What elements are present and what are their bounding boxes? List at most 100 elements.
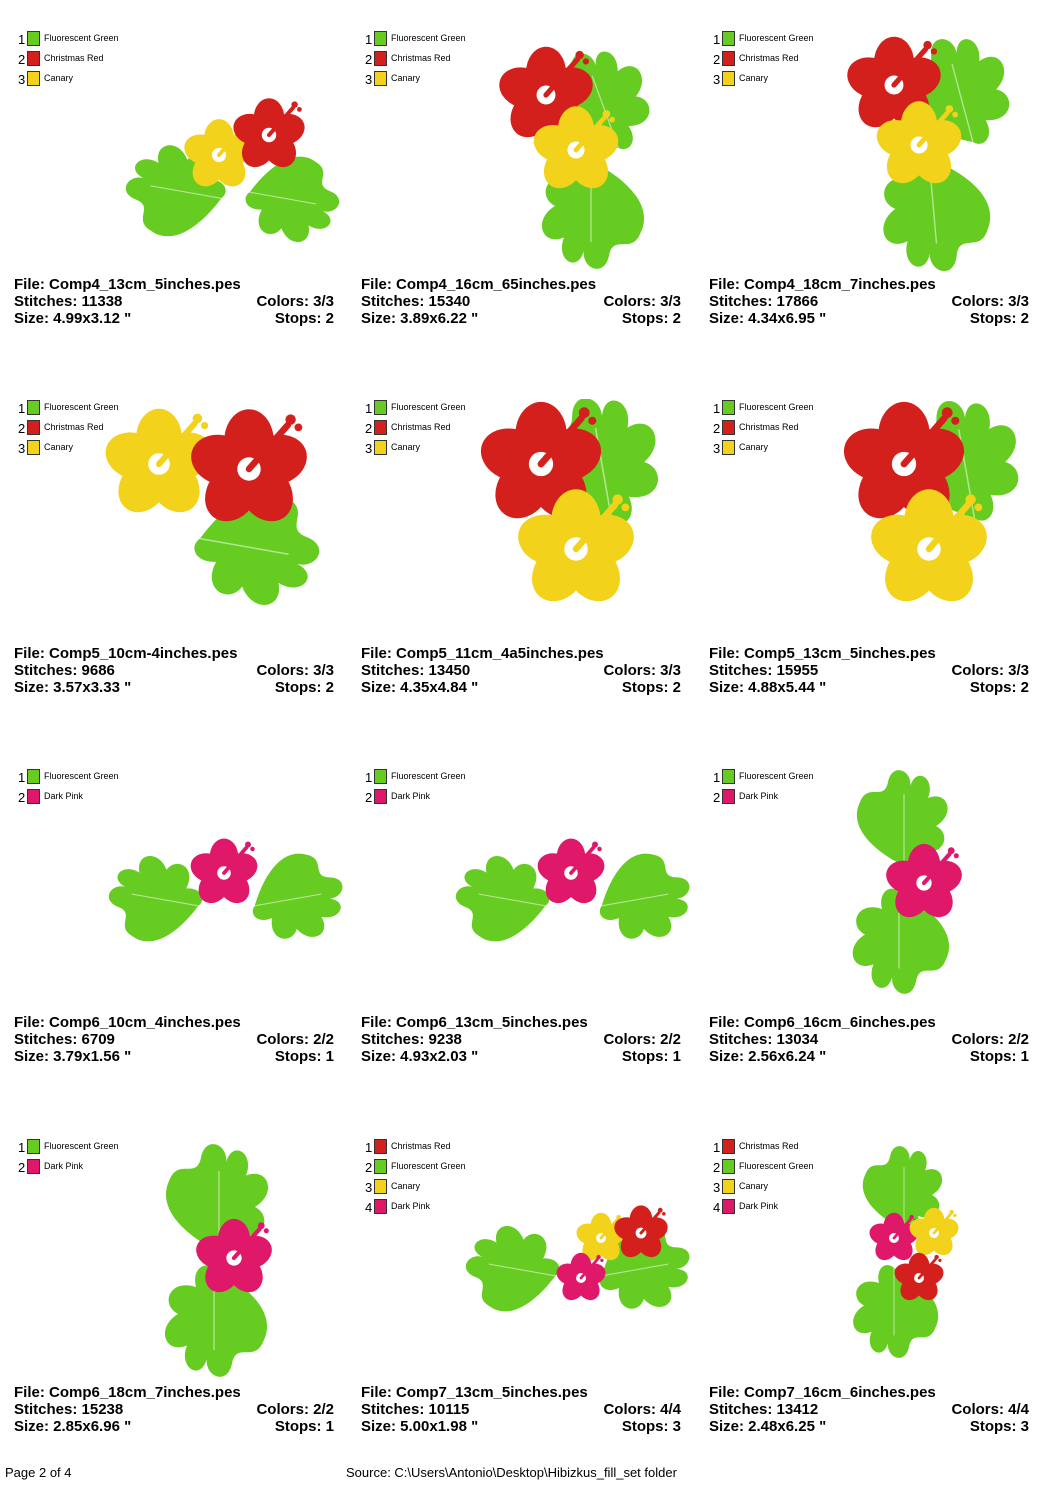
stops-label: Stops: 3 — [621, 1418, 681, 1435]
stops-label: Stops: 1 — [969, 1048, 1029, 1065]
color-swatch — [374, 1159, 387, 1174]
color-swatch — [374, 769, 387, 784]
design-info: File: Comp4_16cm_65inches.pes Stitches: 1… — [361, 276, 681, 327]
legend-row: 2 Christmas Red — [365, 50, 475, 70]
color-swatch — [374, 1179, 387, 1194]
legend-number: 3 — [18, 441, 26, 456]
legend-row: 2 Christmas Red — [713, 50, 823, 70]
thread-name: Fluorescent Green — [44, 1141, 119, 1151]
color-swatch — [27, 789, 40, 804]
colors-label: Colors: 3/3 — [603, 662, 681, 679]
design-cell: 1 Christmas Red 2 Fluorescent Green 3 Canary 4… — [361, 1138, 691, 1478]
thread-name: Canary — [739, 442, 769, 452]
design-cell: 1 Fluorescent Green 2 Christmas Red 3 Canary F… — [14, 399, 344, 739]
color-swatch — [722, 440, 735, 455]
stitches-label: Stitches: 11338 — [14, 293, 123, 310]
legend-row: 2 Christmas Red — [18, 419, 128, 439]
size-label: Size: 4.93x2.03 " — [361, 1048, 479, 1065]
stops-label: Stops: 2 — [969, 679, 1029, 696]
legend-number: 2 — [713, 421, 721, 436]
thread-name: Dark Pink — [739, 1201, 779, 1211]
legend-row: 1 Fluorescent Green — [365, 768, 475, 788]
legend-number: 2 — [365, 421, 373, 436]
thread-name: Fluorescent Green — [739, 402, 814, 412]
color-swatch — [722, 769, 735, 784]
size-label: Size: 4.88x5.44 " — [709, 679, 827, 696]
thread-name: Christmas Red — [391, 53, 451, 63]
color-swatch — [374, 31, 387, 46]
design-info: File: Comp6_18cm_7inches.pes Stitches: 15… — [14, 1384, 334, 1435]
file-label: File: Comp6_16cm_6inches.pes — [709, 1014, 936, 1031]
source-path: Source: C:\Users\Antonio\Desktop\Hibizku… — [346, 1465, 677, 1480]
hibiscus-flower — [876, 101, 962, 184]
hibiscus-flower — [556, 1252, 606, 1301]
design-info: File: Comp6_13cm_5inches.pes Stitches: 92… — [361, 1014, 681, 1065]
legend-row: 2 Christmas Red — [713, 419, 823, 439]
legend-row: 1 Fluorescent Green — [713, 30, 823, 50]
design-info: File: Comp4_13cm_5inches.pes Stitches: 11… — [14, 276, 334, 327]
design-info: File: Comp7_16cm_6inches.pes Stitches: 13… — [709, 1384, 1029, 1435]
embroidery-preview — [843, 401, 1019, 602]
color-swatch — [374, 1139, 387, 1154]
legend-number: 1 — [18, 32, 26, 47]
legend-row: 2 Dark Pink — [365, 788, 475, 808]
design-cell: 1 Fluorescent Green 2 Christmas Red 3 Canary F… — [709, 399, 1039, 739]
size-label: Size: 4.35x4.84 " — [361, 679, 479, 696]
legend-row: 1 Fluorescent Green — [365, 30, 475, 50]
file-label: File: Comp5_10cm-4inches.pes — [14, 645, 238, 662]
hibiscus-flower — [847, 36, 941, 128]
hibiscus-flower — [533, 106, 619, 189]
legend-number: 1 — [713, 32, 721, 47]
embroidery-preview — [108, 838, 343, 942]
stops-label: Stops: 2 — [621, 310, 681, 327]
legend-number: 1 — [713, 401, 721, 416]
legend-row: 2 Dark Pink — [713, 788, 823, 808]
stops-label: Stops: 2 — [274, 679, 334, 696]
legend-number: 2 — [365, 1160, 373, 1175]
thread-name: Canary — [44, 442, 74, 452]
legend-number: 1 — [365, 770, 373, 785]
colors-label: Colors: 2/2 — [256, 1031, 334, 1048]
thread-name: Christmas Red — [391, 422, 451, 432]
thread-name: Christmas Red — [739, 1141, 799, 1151]
thread-name: Dark Pink — [44, 1161, 84, 1171]
colors-label: Colors: 2/2 — [256, 1401, 334, 1418]
legend-number: 1 — [18, 1140, 26, 1155]
color-swatch — [722, 420, 735, 435]
legend-row: 2 Fluorescent Green — [713, 1158, 823, 1178]
embroidery-preview — [105, 408, 320, 605]
color-swatch — [27, 1139, 40, 1154]
thread-name: Fluorescent Green — [739, 33, 814, 43]
color-swatch — [722, 1179, 735, 1194]
legend-number: 4 — [365, 1200, 373, 1215]
file-label: File: Comp6_10cm_4inches.pes — [14, 1014, 241, 1031]
file-label: File: Comp4_18cm_7inches.pes — [709, 276, 936, 293]
color-swatch — [27, 400, 40, 415]
legend-number: 2 — [18, 421, 26, 436]
file-label: File: Comp7_16cm_6inches.pes — [709, 1384, 936, 1401]
design-cell: 1 Fluorescent Green 2 Dark Pink File: Comp6_… — [361, 768, 691, 1108]
legend-row: 3 Canary — [713, 70, 823, 90]
design-info: File: Comp4_18cm_7inches.pes Stitches: 17… — [709, 276, 1029, 327]
color-swatch — [722, 1139, 735, 1154]
stops-label: Stops: 2 — [969, 310, 1029, 327]
thread-name: Canary — [44, 73, 74, 83]
thread-name: Canary — [739, 1181, 769, 1191]
design-info: File: Comp5_11cm_4a5inches.pes Stitches: … — [361, 645, 681, 696]
hibiscus-flower — [894, 1252, 944, 1301]
stops-label: Stops: 1 — [621, 1048, 681, 1065]
color-legend: 1 Fluorescent Green 2 Dark Pink — [713, 768, 823, 808]
legend-row: 1 Fluorescent Green — [18, 30, 128, 50]
legend-number: 1 — [365, 401, 373, 416]
legend-row: 4 Dark Pink — [365, 1198, 475, 1218]
hibiscus-flower — [105, 408, 213, 513]
legend-number: 2 — [18, 1160, 26, 1175]
color-swatch — [722, 1199, 735, 1214]
legend-row: 1 Fluorescent Green — [18, 399, 128, 419]
embroidery-preview — [853, 1146, 959, 1358]
legend-number: 3 — [365, 72, 373, 87]
design-cell: 1 Fluorescent Green 2 Christmas Red 3 Canary F… — [361, 399, 691, 739]
file-label: File: Comp6_18cm_7inches.pes — [14, 1384, 241, 1401]
thread-name: Fluorescent Green — [44, 771, 119, 781]
size-label: Size: 3.79x1.56 " — [14, 1048, 132, 1065]
